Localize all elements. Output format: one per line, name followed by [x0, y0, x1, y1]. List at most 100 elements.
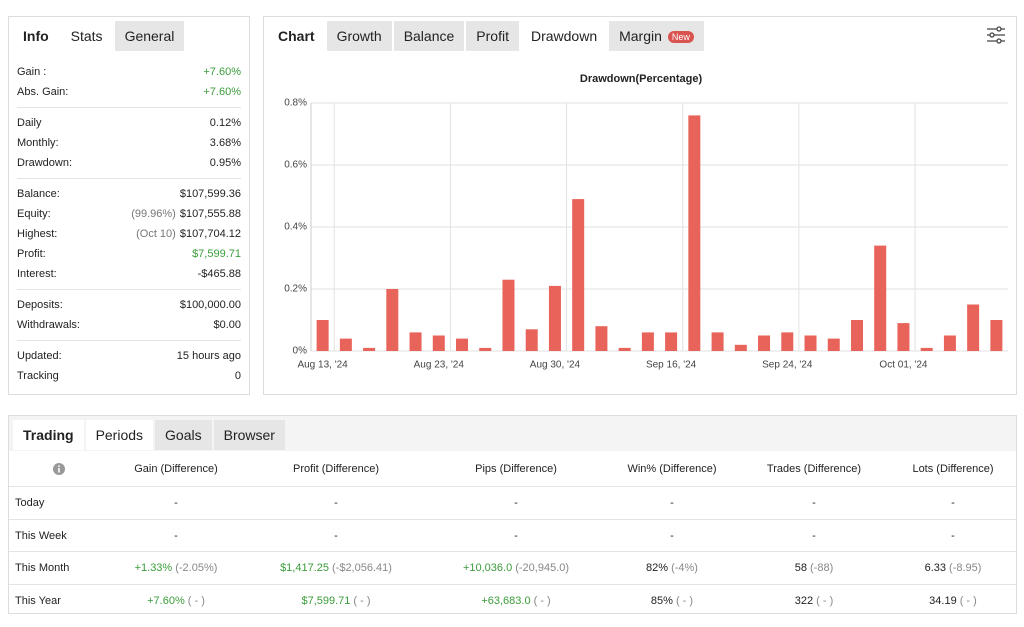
x-tick-label: Aug 13, '24 — [297, 360, 348, 371]
row-label: Today — [15, 497, 45, 509]
cell-value: 322 — [794, 594, 814, 607]
stat-label: Profit: — [17, 248, 46, 260]
column-header: Trades (Difference) — [766, 463, 862, 475]
cell-value: - — [670, 497, 674, 509]
stat-label: Gain : — [17, 66, 47, 78]
cell-diff: (-2.05%) — [175, 562, 218, 574]
stat-value: $0.00 — [213, 319, 241, 331]
stat-value-wrap: +7.60% — [203, 86, 241, 98]
stat-row: Deposits: $100,000.00 — [17, 295, 241, 315]
cell-value: +7.60% — [147, 594, 185, 607]
cell-diff: (-4%) — [671, 562, 698, 574]
stat-group: Deposits: $100,000.00 Withdrawals: $0.00 — [17, 289, 241, 340]
tab[interactable]: General — [114, 21, 185, 51]
x-tick-label: Oct 01, '24 — [879, 360, 927, 371]
table-row: This Year +7.60%( - ) $7,599.71( - ) +63,68… — [9, 583, 1016, 617]
table-cell: - — [951, 530, 955, 542]
stat-value: +7.60% — [203, 86, 241, 98]
bar — [339, 338, 352, 351]
stat-label: Interest: — [17, 268, 57, 280]
stat-label: Equity: — [17, 208, 51, 220]
settings-icon[interactable] — [986, 25, 1006, 45]
row-label: This Week — [15, 529, 67, 542]
tab[interactable]: Margin New — [609, 21, 704, 51]
tab[interactable]: Info — [13, 21, 59, 51]
tab[interactable]: Goals — [155, 420, 212, 450]
cell-value: +1.33% — [134, 562, 173, 574]
table-cell: 322( - ) — [795, 595, 833, 607]
stat-note: (99.96%) — [131, 208, 176, 220]
stat-value-wrap: 15 hours ago — [177, 350, 241, 362]
bar — [943, 335, 956, 351]
info-icon[interactable] — [53, 463, 65, 475]
tab[interactable]: Profit — [466, 21, 519, 51]
tab[interactable]: Trading — [13, 420, 84, 450]
bar — [386, 289, 399, 351]
cell-value: - — [514, 497, 518, 509]
cell-value: - — [670, 529, 674, 542]
table-row: This Week - - - - - - — [9, 518, 1016, 552]
stat-row: Monthly: 3.68% — [17, 133, 241, 153]
stat-value: $107,599.36 — [179, 188, 241, 200]
bar — [456, 338, 469, 351]
table-row: This Month +1.33% (-2.05%) $1,417.25 (-$2,05… — [9, 551, 1016, 584]
stat-row: Equity: (99.96%) $107,555.88 — [17, 204, 241, 224]
chart-title: Drawdown(Percentage) — [580, 73, 703, 85]
tab[interactable]: Stats — [60, 21, 113, 51]
stat-label: Daily — [17, 117, 42, 129]
stat-value: -$465.88 — [197, 268, 241, 280]
x-tick-label: Aug 30, '24 — [530, 360, 581, 371]
bar — [781, 332, 794, 351]
stat-row: Updated: 15 hours ago — [17, 346, 241, 366]
cell-diff: ( - ) — [675, 594, 694, 607]
bar — [827, 338, 840, 351]
y-tick-label: 0.8% — [284, 98, 307, 109]
cell-value: $1,417.25 — [280, 562, 329, 574]
stat-row: Daily 0.12% — [17, 113, 241, 133]
table-cell: - — [670, 530, 674, 542]
table-cell: 82% (-4%) — [646, 562, 698, 574]
bar — [595, 326, 608, 351]
periods-table: Gain (Difference) Profit (Difference) Pips… — [9, 452, 1016, 613]
stat-value-wrap: (99.96%) $107,555.88 — [131, 208, 241, 220]
bar — [897, 323, 910, 351]
column-header: Lots (Difference) — [912, 463, 994, 475]
stat-label: Balance: — [17, 188, 60, 200]
stat-value: $7,599.71 — [192, 248, 241, 260]
stat-label: Monthly: — [17, 137, 59, 149]
tab[interactable]: Balance — [393, 21, 465, 51]
y-tick-label: 0.2% — [284, 284, 307, 295]
tab[interactable]: Browser — [213, 420, 285, 450]
cell-value: - — [951, 529, 955, 542]
tab[interactable]: Periods — [85, 420, 154, 450]
bar — [525, 329, 538, 351]
tab[interactable]: Drawdown — [520, 21, 608, 51]
bar — [479, 347, 492, 351]
stat-value: 15 hours ago — [176, 350, 241, 362]
y-tick-label: 0.6% — [284, 160, 307, 171]
cell-value: 34.19 — [929, 594, 957, 607]
table-cell: +1.33% (-2.05%) — [135, 562, 218, 574]
cell-value: 58 — [794, 562, 808, 574]
table-cell: $7,599.71( - ) — [301, 595, 370, 607]
stat-label: Withdrawals: — [17, 319, 80, 331]
bar — [548, 285, 561, 351]
cell-diff: (-$2,056.41) — [332, 562, 392, 574]
bar — [432, 335, 445, 351]
stat-value-wrap: $7,599.71 — [192, 248, 241, 260]
stat-row: Highest: (Oct 10) $107,704.12 — [17, 224, 241, 244]
cell-value: $7,599.71 — [301, 594, 351, 607]
cell-value: +63,683.0 — [481, 594, 531, 607]
y-tick-label: 0% — [293, 346, 308, 357]
cell-diff: ( - ) — [959, 594, 977, 607]
tab[interactable]: Chart — [268, 21, 325, 51]
table-cell: +7.60%( - ) — [147, 595, 205, 607]
tab[interactable]: Growth — [326, 21, 392, 51]
table-cell: - — [334, 497, 338, 509]
table-cell: 58 (-88) — [795, 562, 833, 574]
cell-diff: ( - ) — [187, 594, 205, 607]
periods-panel: Trading Periods Goals Browser Gain (Differe… — [8, 415, 1017, 614]
stat-row: Withdrawals: $0.00 — [17, 315, 241, 335]
cell-value: 6.33 — [924, 562, 947, 574]
